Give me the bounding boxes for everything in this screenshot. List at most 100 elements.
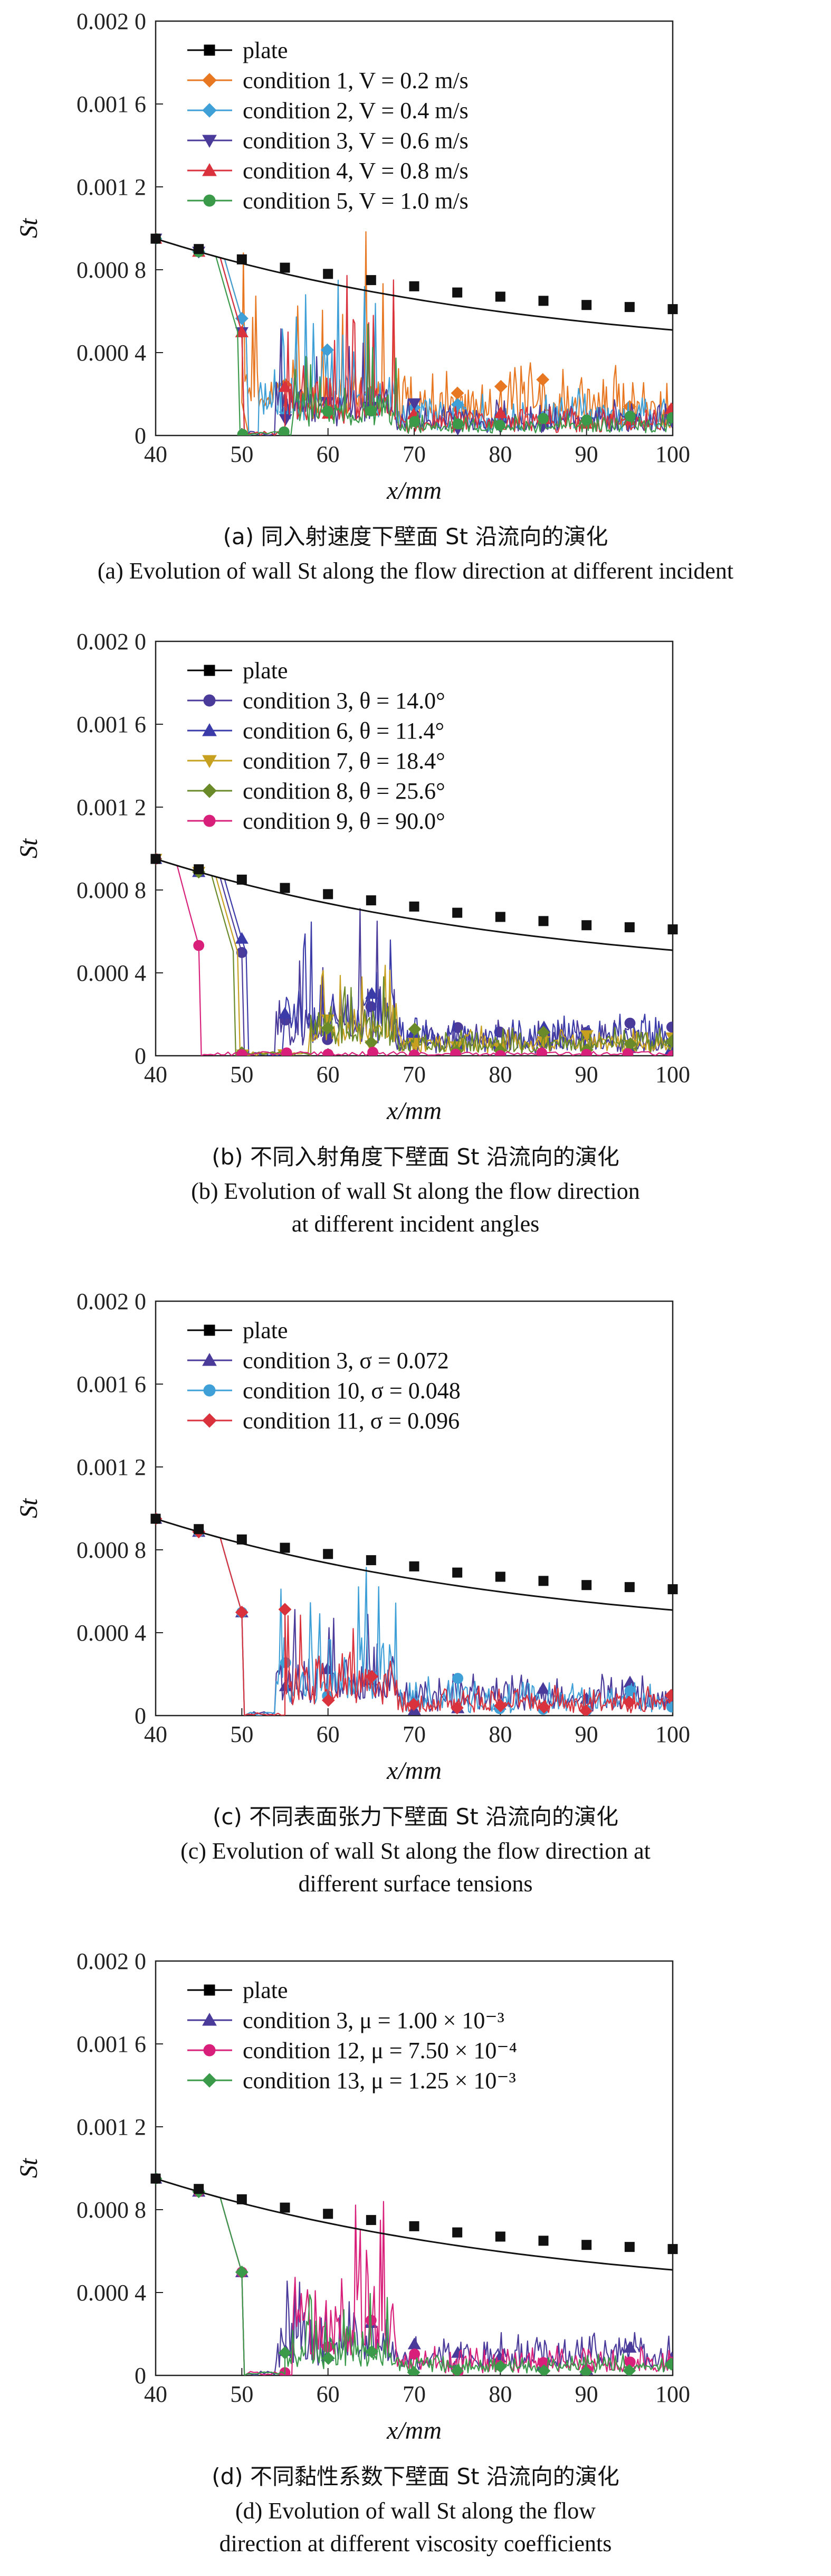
x-tick-label: 60 [317, 1062, 340, 1087]
data-point [494, 1699, 508, 1712]
data-point [409, 281, 419, 291]
data-point [321, 1693, 335, 1707]
data-point [624, 302, 635, 312]
data-point [323, 1549, 333, 1559]
data-point [623, 2341, 637, 2353]
x-tick-label: 100 [655, 1062, 690, 1087]
data-point [280, 262, 290, 273]
series-group [156, 852, 673, 1056]
data-point [366, 895, 376, 906]
legend-marker [202, 135, 217, 148]
data-point [452, 1567, 463, 1578]
legend-marker [203, 194, 216, 207]
data-point [193, 940, 205, 951]
data-point [581, 1048, 593, 1056]
chart-panel-d: 40 50 60 70 80 90 100 0 0.000 4 0.000 8 0.001 2 0.0… [0, 1940, 831, 2576]
x-axis-label: x/mm [386, 2417, 442, 2445]
y-tick-label: 0 [135, 423, 146, 449]
legend-marker [204, 665, 215, 676]
data-point [494, 2360, 508, 2373]
legend: plate condition 3, θ = 14.0° condition 6, … [187, 658, 445, 834]
data-point [494, 1050, 506, 1056]
legend-marker [202, 783, 217, 798]
data-point [452, 418, 464, 430]
data-point [452, 287, 463, 298]
y-tick-label: 0.000 8 [77, 257, 146, 283]
data-point [538, 2236, 549, 2246]
data-point [194, 864, 204, 875]
data-point [323, 889, 333, 899]
series-line [156, 1518, 673, 1716]
data-point [365, 405, 377, 416]
x-tick-label: 50 [230, 2381, 253, 2407]
data-point [538, 916, 549, 926]
data-point [538, 413, 549, 424]
x-tick-label: 70 [403, 2381, 426, 2407]
y-tick-label: 0.001 2 [77, 794, 146, 820]
data-point [666, 1021, 673, 1033]
data-point [409, 1561, 419, 1571]
legend: plate condition 3, σ = 0.072 condition 10,… [187, 1318, 461, 1434]
data-point [536, 1682, 550, 1694]
x-tick-label: 100 [655, 441, 690, 467]
data-point [581, 920, 592, 931]
legend-label: condition 9, θ = 90.0° [243, 808, 445, 834]
x-tick-label: 60 [317, 441, 340, 467]
legend-marker [202, 1352, 217, 1366]
legend-label: plate [243, 37, 288, 63]
legend-label: condition 3, σ = 0.072 [243, 1348, 449, 1374]
legend-marker [202, 1413, 217, 1428]
data-point [624, 1582, 635, 1593]
legend-label: condition 8, θ = 25.6° [243, 778, 445, 804]
data-point [495, 1571, 505, 1582]
data-point [194, 1524, 204, 1535]
x-tick-label: 40 [144, 2381, 167, 2407]
chart-panel-a: 40 50 60 70 80 90 100 0 0.000 4 0.000 8 0.001 2 0.0… [0, 0, 831, 623]
y-tick-label: 0.001 2 [77, 2114, 146, 2140]
data-point [365, 1670, 379, 1683]
y-tick-label: 0.000 4 [77, 340, 146, 366]
legend-marker [202, 723, 217, 736]
data-point [280, 883, 290, 893]
data-point [666, 1701, 673, 1713]
x-tick-label: 50 [230, 441, 253, 467]
data-point [537, 2364, 551, 2375]
x-tick-label: 90 [575, 441, 598, 467]
series-group [156, 1512, 673, 1716]
data-point [322, 1048, 334, 1056]
data-point [236, 2194, 247, 2204]
caption-zh: (c) 不同表面张力下壁面 St 沿流向的演化 [212, 1804, 619, 1830]
x-tick-label: 90 [575, 1062, 598, 1087]
chart-c: 40 50 60 70 80 90 100 0 0.000 4 0.000 8 0.001 2 0.0… [15, 1289, 690, 1785]
legend: plate condition 1, V = 0.2 m/s condition 2… [187, 37, 469, 214]
y-tick-label: 0 [135, 1703, 146, 1729]
data-point [366, 275, 376, 286]
x-tick-label: 70 [403, 1721, 426, 1747]
data-point [236, 874, 247, 885]
data-point [536, 373, 550, 386]
data-point [236, 1534, 247, 1545]
data-point [281, 1047, 292, 1056]
x-axis-label: x/mm [386, 1757, 442, 1785]
data-point [495, 2231, 505, 2242]
series-line [156, 858, 673, 1056]
x-tick-label: 40 [144, 441, 167, 467]
data-point [452, 2227, 463, 2238]
data-point [236, 254, 247, 264]
y-tick-label: 0.000 4 [77, 1620, 146, 1646]
data-point [452, 907, 463, 918]
data-point [280, 1542, 290, 1553]
data-point [537, 1700, 551, 1714]
y-tick-label: 0.001 2 [77, 1454, 146, 1480]
caption-en-line-2: direction at different viscosity coeffic… [219, 2531, 612, 2556]
data-point [624, 2242, 635, 2252]
data-point [407, 1698, 421, 1711]
legend-label: condition 5, V = 1.0 m/s [243, 188, 469, 214]
caption-en-line-2: at different incident angles [291, 1211, 540, 1237]
caption-zh: (a) 同入射速度下壁面 St 沿流向的演化 [223, 524, 608, 550]
data-point [581, 414, 593, 425]
legend-label: condition 11, σ = 0.096 [243, 1408, 460, 1434]
y-tick-label: 0.001 2 [77, 174, 146, 200]
series-line [156, 1518, 673, 1716]
data-point [321, 2352, 335, 2365]
